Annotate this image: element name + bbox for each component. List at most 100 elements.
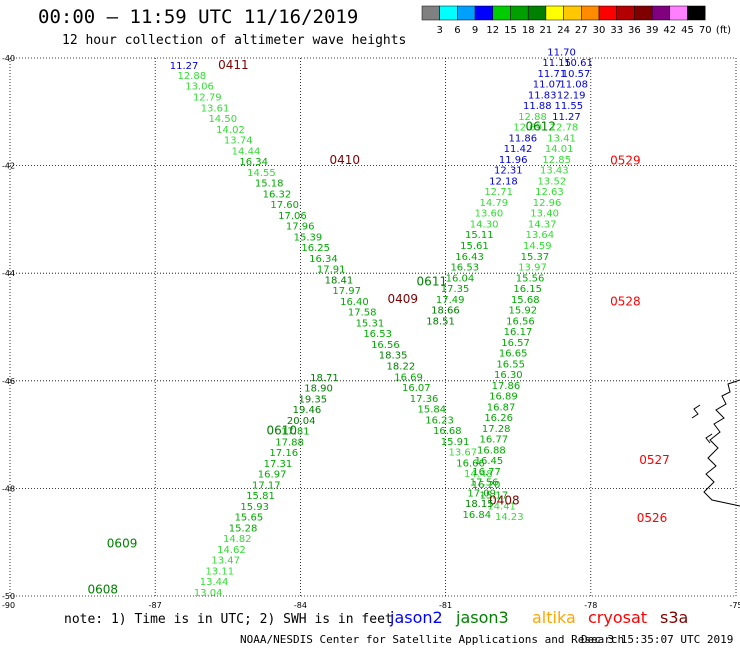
- swh-value: 17.49: [436, 295, 465, 306]
- swh-value: 13.43: [540, 166, 569, 177]
- swh-value: 15.92: [509, 306, 538, 317]
- swh-value: 13.61: [201, 103, 230, 114]
- swh-value: 15.61: [460, 241, 489, 252]
- pass-0529: 10.6110.5711.0812.1911.5511.2712.7813.41…: [521, 58, 641, 263]
- swh-value: 17.35: [441, 284, 470, 295]
- satellite-jason2: jason2: [390, 608, 443, 627]
- pass-time-label: 0608: [87, 582, 118, 596]
- swh-value: 11.15: [542, 58, 571, 69]
- swh-value: 19.35: [298, 394, 327, 405]
- swh-value: 16.34: [239, 157, 268, 168]
- swh-value: 16.17: [504, 327, 533, 338]
- legend-swatch: [687, 5, 706, 21]
- swh-value: 16.20: [472, 480, 501, 491]
- swh-value: 14.44: [232, 146, 261, 157]
- pass-0526: 0526: [637, 511, 668, 525]
- swh-value: 16.04: [446, 273, 475, 284]
- lat-tick-label: -46: [2, 377, 15, 386]
- swh-value: 12.88: [177, 71, 206, 82]
- legend-label: 21: [540, 25, 553, 36]
- swh-value: 13.44: [200, 577, 229, 588]
- swh-value: 16.66: [456, 458, 485, 469]
- legend-label: 24: [557, 25, 570, 36]
- swh-value: 15.65: [235, 513, 264, 524]
- timestamp: Dec 3 15:35:07 UTC 2019: [581, 633, 734, 646]
- lon-tick-label: -78: [584, 601, 597, 610]
- island-shape: [691, 404, 701, 419]
- swh-value: 20.04: [287, 416, 316, 427]
- swh-value: 17.09: [467, 488, 496, 499]
- swh-value: 15.39: [294, 232, 323, 243]
- swh-value: 16.87: [487, 402, 516, 413]
- swh-value: 12.96: [533, 198, 562, 209]
- swh-value: 10.61: [564, 58, 593, 69]
- swh-value: 18.41: [325, 275, 354, 286]
- pass-0411: 11.2712.8813.0612.7913.6114.5014.0213.74…: [170, 58, 392, 340]
- swh-value: 17.86: [492, 381, 521, 392]
- swh-value: 15.17: [479, 491, 508, 502]
- map-subtitle: 12 hour collection of altimeter wave hei…: [62, 33, 407, 48]
- satellite-cryosat: cryosat: [588, 608, 648, 627]
- lon-tick-label: -84: [294, 601, 307, 610]
- pass-time-label: 0529: [610, 154, 641, 168]
- pass-time-label: 0411: [218, 58, 249, 72]
- swh-value: 17.97: [332, 286, 361, 297]
- legend-label: 33: [610, 25, 623, 36]
- pass-time-label: 0609: [107, 537, 138, 551]
- legend-label: 45: [681, 25, 694, 36]
- credit-line: NOAA/NESDIS Center for Satellite Applica…: [240, 633, 625, 646]
- swh-value: 11.71: [538, 69, 567, 80]
- swh-value: 13.60: [475, 209, 504, 220]
- pass-time-label: 0408: [489, 494, 520, 508]
- swh-value: 16.88: [477, 445, 506, 456]
- swh-value: 13.52: [538, 176, 567, 187]
- swh-value: 16.57: [501, 338, 530, 349]
- legend-label: 42: [663, 25, 676, 36]
- lat-tick-label: -50: [2, 592, 15, 601]
- swh-value: 16.77: [472, 467, 501, 478]
- swh-value: 16.07: [402, 383, 431, 394]
- swh-value: 17.81: [281, 427, 310, 438]
- swh-value: 12.63: [535, 187, 564, 198]
- swh-value: 18.66: [431, 306, 460, 317]
- swh-value: 16.89: [489, 392, 518, 403]
- swh-value: 11.42: [504, 144, 533, 155]
- swh-value: 14.41: [487, 501, 516, 512]
- swh-value: 12.88: [518, 112, 547, 123]
- swh-value: 12.78: [550, 123, 579, 134]
- swh-value: 17.60: [270, 200, 299, 211]
- satellite-s3a: s3a: [660, 608, 689, 627]
- pass-0410: 16.5618.3518.2216.6916.0717.3615.8416.23…: [329, 153, 484, 469]
- swh-value: 16.56: [371, 340, 400, 351]
- legend-unit: (ft): [716, 25, 731, 36]
- island-shape: [705, 433, 713, 444]
- pass-time-label: 0612: [525, 120, 556, 134]
- swh-value: 11.27: [552, 112, 581, 123]
- legend-label: 12: [486, 25, 499, 36]
- legend-label: 15: [504, 25, 517, 36]
- legend-label: 18: [522, 25, 535, 36]
- pass-time-label: 0410: [329, 153, 360, 167]
- legend-label: 6: [454, 25, 460, 36]
- swh-value: 15.18: [255, 179, 284, 190]
- swh-value: 13.04: [194, 588, 223, 599]
- satellite-altika: altika: [532, 608, 576, 627]
- swh-value: 16.45: [475, 456, 504, 467]
- swh-value: 14.01: [545, 144, 574, 155]
- swh-value: 14.62: [217, 545, 246, 556]
- swh-value: 17.16: [269, 448, 298, 459]
- wave-height-map: -40 -42 -44 -46 -48 -50-90 -87 -84 -81 -78 -75 11.2…: [2, 47, 740, 610]
- swh-value: 15.68: [511, 295, 540, 306]
- swh-value: 14.48: [464, 469, 493, 480]
- swh-value: 11.96: [499, 155, 528, 166]
- swh-value: 16.43: [455, 252, 484, 263]
- swh-value: 16.53: [363, 329, 392, 340]
- swh-value: 16.15: [513, 284, 542, 295]
- swh-value: 15.81: [246, 491, 275, 502]
- swh-value: 17.96: [286, 222, 315, 233]
- swh-value: 13.41: [547, 133, 576, 144]
